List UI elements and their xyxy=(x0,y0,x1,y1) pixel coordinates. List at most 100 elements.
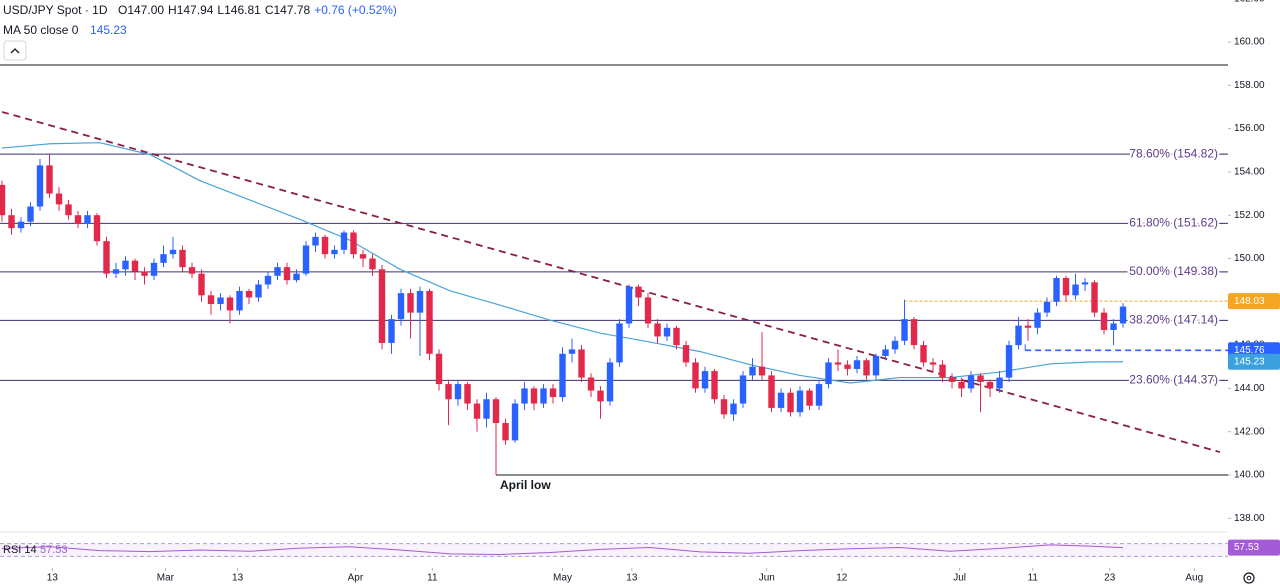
candle-body xyxy=(84,215,91,224)
price-tag-label: 145.23 xyxy=(1234,356,1265,367)
candle-body xyxy=(540,388,547,404)
fib-label: 50.00% (149.38) xyxy=(1129,264,1218,278)
x-tick-label: 11 xyxy=(1028,573,1039,584)
candle-body xyxy=(388,319,395,343)
candle-body xyxy=(435,353,443,385)
x-tick-label: 13 xyxy=(626,573,638,584)
y-tick-label: 150.00 xyxy=(1234,253,1265,264)
candle-body xyxy=(644,297,652,324)
collapse-button[interactable] xyxy=(3,40,27,61)
candle-body xyxy=(587,377,595,391)
candle-body xyxy=(511,403,519,441)
candle-body xyxy=(1081,282,1089,285)
candle-body xyxy=(397,293,405,320)
x-tick-label: Apr xyxy=(348,573,364,584)
candle-body xyxy=(74,215,82,224)
candle-body xyxy=(1091,282,1098,313)
candle-body xyxy=(378,269,386,343)
candle-body xyxy=(796,390,804,413)
candle-body xyxy=(996,377,1003,389)
candle-body xyxy=(616,323,623,363)
candle-body xyxy=(141,271,148,276)
candle-body xyxy=(853,360,861,369)
candle-body xyxy=(8,215,15,229)
y-tick-label: 154.00 xyxy=(1234,167,1265,178)
fib-label: 23.60% (144.37) xyxy=(1129,373,1218,387)
ma-line xyxy=(1,142,1124,384)
candle-body xyxy=(464,384,471,404)
y-tick-label: 144.00 xyxy=(1234,383,1265,394)
candle-body xyxy=(1110,323,1117,330)
candle-body xyxy=(1100,312,1108,330)
price-tag-label: 148.03 xyxy=(1234,296,1265,307)
symbol-title: USD/JPY Spot · 1D xyxy=(3,3,108,17)
candle-body xyxy=(863,360,870,376)
candle-body xyxy=(207,295,215,304)
candle-body xyxy=(730,403,737,415)
candle-body xyxy=(682,345,690,363)
candle-body xyxy=(217,297,224,304)
candle-body xyxy=(359,254,367,259)
fib-label: 61.80% (151.62) xyxy=(1129,216,1218,230)
candle-body xyxy=(549,388,557,398)
x-tick-label: 13 xyxy=(232,573,244,584)
candle-body xyxy=(198,273,205,296)
ma-legend: MA 50 close 0 xyxy=(3,23,79,37)
candle-body xyxy=(568,349,576,354)
candle-body xyxy=(255,284,262,298)
rsi-legend-value: 57.53 xyxy=(40,544,68,556)
ohlc-item: L146.81 xyxy=(217,3,261,17)
candle-body xyxy=(1053,277,1060,302)
candle-body xyxy=(416,290,424,313)
gear-hub xyxy=(1246,575,1252,581)
rsi-band xyxy=(0,543,1228,557)
candle-body xyxy=(188,267,196,274)
candle-body xyxy=(825,362,832,385)
candle-body xyxy=(302,245,310,274)
candle-body xyxy=(1043,301,1051,313)
settings-icon[interactable] xyxy=(1243,572,1255,584)
x-tick-label: Jul xyxy=(953,573,966,584)
candle-body xyxy=(758,366,766,376)
x-tick-label: 23 xyxy=(1104,573,1116,584)
x-tick-label: 11 xyxy=(427,573,438,584)
april-low-label: April low xyxy=(500,478,551,492)
fib-label: 38.20% (147.14) xyxy=(1129,313,1218,327)
candle-body xyxy=(454,384,462,400)
price-tag xyxy=(1228,293,1280,310)
candle-body xyxy=(635,286,642,298)
candle-body xyxy=(1119,306,1127,324)
candle-body xyxy=(274,267,281,276)
x-tick-label: Mar xyxy=(157,573,175,584)
fib-label: 78.60% (154.82) xyxy=(1129,146,1218,160)
candle-body xyxy=(597,390,604,402)
candle-body xyxy=(473,403,481,419)
candle-body xyxy=(112,269,120,274)
candle-body xyxy=(46,165,53,194)
candle-body xyxy=(939,364,946,378)
candle-body xyxy=(521,388,528,404)
candle-body xyxy=(426,290,433,354)
candle-body xyxy=(264,275,272,285)
candle-body xyxy=(891,340,899,350)
candle-body xyxy=(1015,325,1022,346)
ohlc-item: C147.78 xyxy=(265,3,311,17)
candle-body xyxy=(27,206,34,222)
y-tick-label: 158.00 xyxy=(1234,80,1265,91)
y-tick-label: 152.00 xyxy=(1234,210,1265,221)
candle-body xyxy=(369,258,376,270)
candle-body xyxy=(606,362,614,402)
candle-body xyxy=(625,286,633,324)
rsi-line xyxy=(1,544,1124,555)
candle-body xyxy=(502,423,509,441)
x-tick-label: Jun xyxy=(759,573,775,584)
y-tick-label: 140.00 xyxy=(1234,470,1265,481)
candle-body xyxy=(958,381,965,389)
candle-body xyxy=(65,204,72,216)
candle-body xyxy=(445,384,452,400)
candle-body xyxy=(1024,325,1032,328)
candle-body xyxy=(160,254,167,263)
candle-body xyxy=(17,221,25,229)
candle-body xyxy=(293,273,300,281)
